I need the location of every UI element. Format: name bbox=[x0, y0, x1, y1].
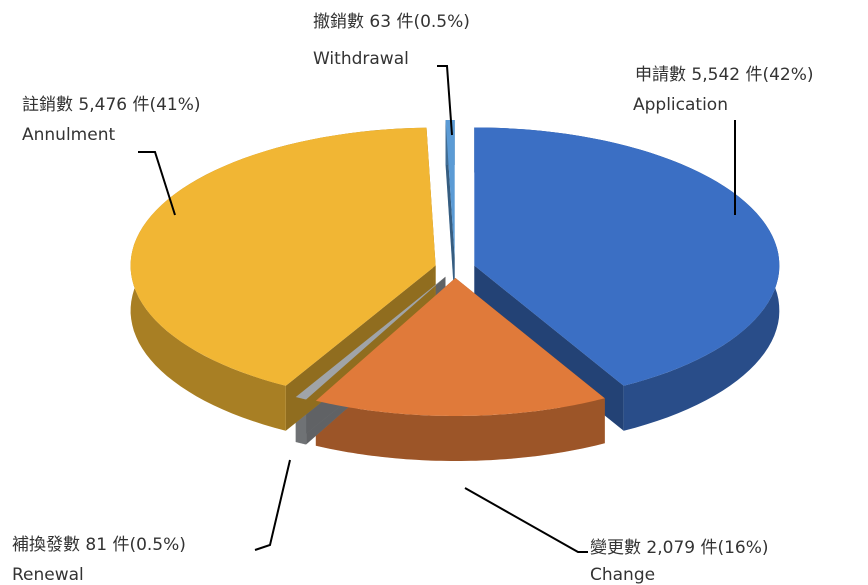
side-shade bbox=[315, 398, 605, 461]
leader-line bbox=[437, 65, 453, 136]
leader-line bbox=[254, 459, 291, 551]
slice-top bbox=[130, 127, 436, 386]
category: 補換發數 bbox=[12, 535, 80, 555]
value-label: 5,476 件(41%) bbox=[78, 95, 200, 115]
slice-label: 註銷數 5,476 件(41%) bbox=[22, 95, 201, 115]
labels: 申請數 5,542 件(42%) Application 變更數 2,079 件… bbox=[12, 12, 814, 585]
slice-side bbox=[315, 398, 605, 461]
slice-label: 申請數 5,542 件(42%) bbox=[635, 65, 814, 85]
category: 撤銷數 bbox=[313, 12, 364, 32]
slice-label-en: Annulment bbox=[22, 125, 115, 145]
category: 申請數 bbox=[635, 65, 686, 85]
slice-label-en: Renewal bbox=[12, 565, 84, 585]
leader-line bbox=[138, 151, 176, 216]
value-label: 2,079 件(16%) bbox=[646, 538, 768, 558]
pie bbox=[130, 120, 780, 461]
leader-line bbox=[464, 487, 588, 553]
slice-cut-wall bbox=[445, 120, 455, 303]
value-label: 81 件(0.5%) bbox=[85, 535, 186, 555]
category: 註銷數 bbox=[22, 95, 73, 115]
slice-label: 補換發數 81 件(0.5%) bbox=[12, 535, 186, 555]
slice-top bbox=[315, 278, 605, 416]
slice-label-en: Change bbox=[590, 565, 655, 585]
slice-label: 撤銷數 63 件(0.5%) bbox=[313, 12, 470, 32]
slice-top bbox=[295, 276, 446, 400]
slice-label-en: Application bbox=[633, 95, 728, 115]
slice-label-en: Withdrawal bbox=[313, 49, 409, 69]
value-label: 5,542 件(42%) bbox=[691, 65, 813, 85]
value-label: 63 件(0.5%) bbox=[369, 12, 470, 32]
slice-label: 變更數 2,079 件(16%) bbox=[590, 538, 769, 558]
slice-top bbox=[445, 120, 455, 258]
slice-top bbox=[474, 127, 780, 386]
category: 變更數 bbox=[590, 538, 641, 558]
wall-shade bbox=[445, 120, 455, 303]
